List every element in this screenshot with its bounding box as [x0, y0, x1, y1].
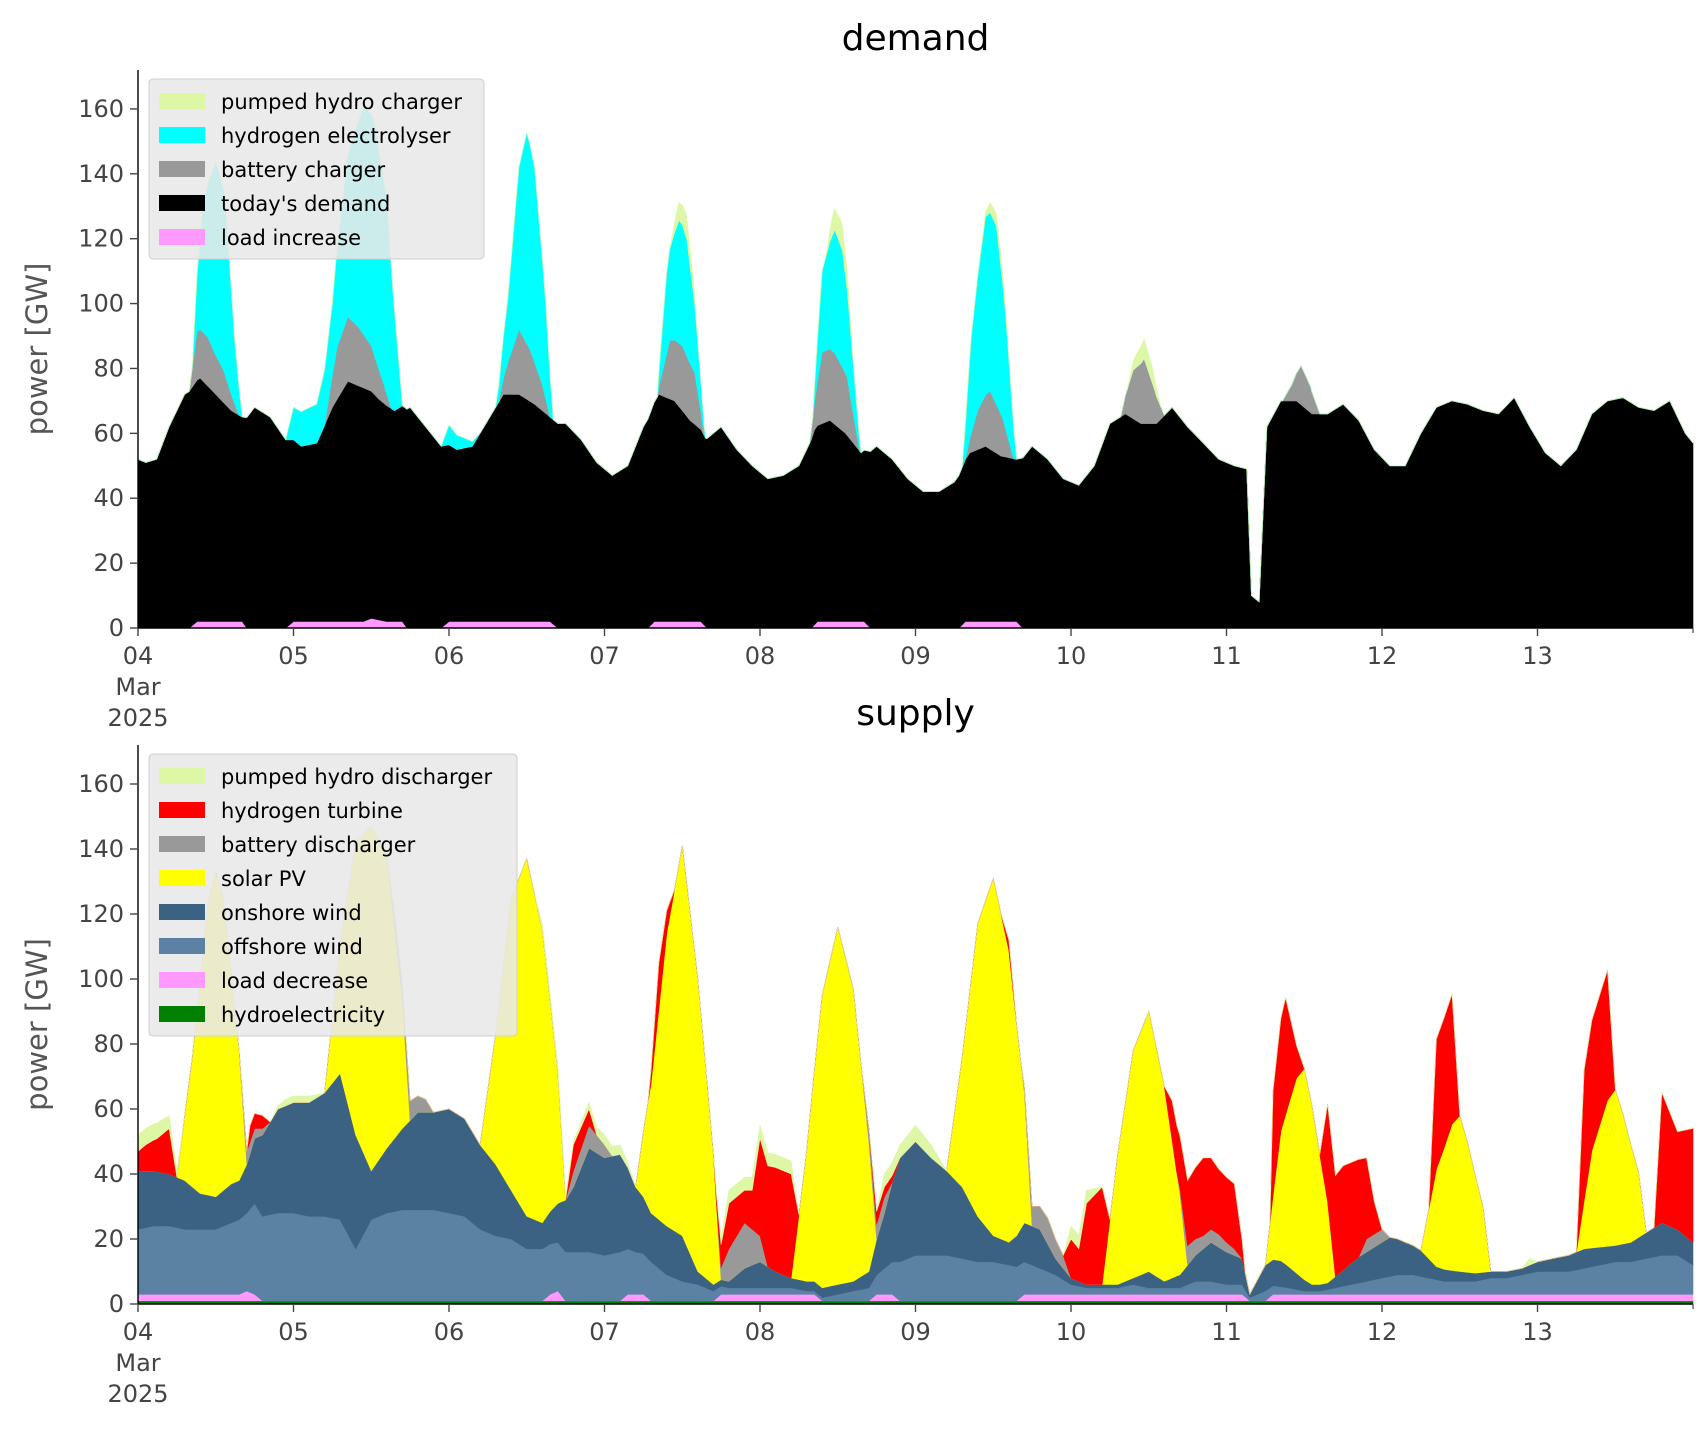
x-tick-label: 12: [1367, 642, 1398, 670]
y-tick-label: 60: [93, 419, 124, 447]
legend-swatch-pumped-hydro-discharger: [159, 768, 205, 784]
x-tick-label: 06: [434, 1318, 465, 1346]
legend-label-pumped-hydro-charger: pumped hydro charger: [221, 90, 462, 114]
legend-swatch-load-decrease: [159, 972, 205, 988]
y-axis-label: power [GW]: [20, 938, 54, 1111]
y-axis-label: power [GW]: [20, 263, 54, 436]
legend-label-hydrogen-electrolyser: hydrogen electrolyser: [221, 124, 451, 148]
y-tick-label: 140: [78, 160, 124, 188]
legend-label-hydrogen-turbine: hydrogen turbine: [221, 799, 403, 823]
y-tick-label: 100: [78, 965, 124, 993]
legend-swatch-hydrogen-turbine: [159, 802, 205, 818]
x-tick-label: 13: [1522, 1318, 1553, 1346]
x-tick-label: 10: [1056, 642, 1087, 670]
legend-swatch-battery-charger: [159, 161, 205, 177]
x-tick-label: 07: [589, 1318, 620, 1346]
legend-label-battery-charger: battery charger: [221, 158, 386, 182]
y-tick-label: 60: [93, 1095, 124, 1123]
x-tick-label: 07: [589, 642, 620, 670]
y-tick-label: 160: [78, 95, 124, 123]
x-tick-label: 11: [1211, 642, 1242, 670]
y-tick-label: 40: [93, 1160, 124, 1188]
legend-box: [148, 753, 518, 1037]
plot-area: [137, 106, 1694, 629]
x-tick-label: 05: [278, 642, 309, 670]
area-pumped-hydro-discharger: [137, 825, 1694, 1296]
y-tick-label: 0: [109, 614, 124, 642]
legend-swatch-offshore-wind: [159, 938, 205, 954]
x-tick-label: 04 Mar 2025: [107, 1318, 168, 1408]
legend-label-load-increase: load increase: [221, 226, 361, 250]
legend-label-solar-pv: solar PV: [221, 867, 306, 891]
chart-demand: demand 0 20 40 60 80 100 120 140 160 04 Mar 2025 05 06…: [20, 18, 1694, 732]
y-tick-label: 20: [93, 549, 124, 577]
legend-swatch-battery-discharger: [159, 836, 205, 852]
y-tick-label: 40: [93, 484, 124, 512]
legend-swatch-solar-pv: [159, 870, 205, 886]
legend-box: [148, 78, 485, 260]
legend: pumped hydro charger hydrogen electrolyse…: [148, 78, 485, 260]
legend: pumped hydro discharger hydrogen turbine b…: [148, 753, 518, 1037]
x-tick-label: 05: [278, 1318, 309, 1346]
y-tick-label: 80: [93, 1030, 124, 1058]
legend-swatch-hydroelectricity: [159, 1006, 205, 1022]
y-tick-label: 100: [78, 290, 124, 318]
y-tick-label: 160: [78, 770, 124, 798]
y-tick-label: 140: [78, 835, 124, 863]
x-tick-label: 09: [900, 642, 931, 670]
legend-label-load-decrease: load decrease: [221, 969, 368, 993]
x-tick-label: 10: [1056, 1318, 1087, 1346]
x-tick-label: 04 Mar 2025: [107, 642, 168, 732]
y-tick-label: 20: [93, 1225, 124, 1253]
plot-area: [137, 825, 1694, 1305]
x-tick-label: 12: [1367, 1318, 1398, 1346]
legend-label-battery-discharger: battery discharger: [221, 833, 416, 857]
legend-swatch-today-s-demand: [159, 195, 205, 211]
x-tick-label: 08: [745, 1318, 776, 1346]
area-pumped-hydro-charger: [137, 106, 1694, 603]
chart-supply: supply 0 20 40 60 80 100 120 140 160 04 Mar 2025 05 06…: [20, 693, 1694, 1408]
y-tick-label: 0: [109, 1290, 124, 1318]
legend-swatch-onshore-wind: [159, 904, 205, 920]
x-tick-label: 09: [900, 1318, 931, 1346]
chart-title: demand: [842, 18, 990, 59]
legend-label-hydroelectricity: hydroelectricity: [221, 1003, 385, 1027]
legend-label-pumped-hydro-discharger: pumped hydro discharger: [221, 765, 492, 789]
y-tick-label: 120: [78, 225, 124, 253]
legend-swatch-load-increase: [159, 229, 205, 245]
area-today-s-demand: [137, 377, 1694, 629]
legend-label-today-s-demand: today's demand: [221, 192, 390, 216]
x-tick-label: 13: [1522, 642, 1553, 670]
legend-swatch-pumped-hydro-charger: [159, 93, 205, 109]
x-tick-label: 06: [434, 642, 465, 670]
legend-label-offshore-wind: offshore wind: [221, 935, 363, 959]
chart-title: supply: [856, 693, 975, 734]
legend-swatch-hydrogen-electrolyser: [159, 127, 205, 143]
legend-label-onshore-wind: onshore wind: [221, 901, 362, 925]
x-tick-label: 11: [1211, 1318, 1242, 1346]
y-tick-label: 80: [93, 354, 124, 382]
x-tick-label: 08: [745, 642, 776, 670]
y-tick-label: 120: [78, 900, 124, 928]
